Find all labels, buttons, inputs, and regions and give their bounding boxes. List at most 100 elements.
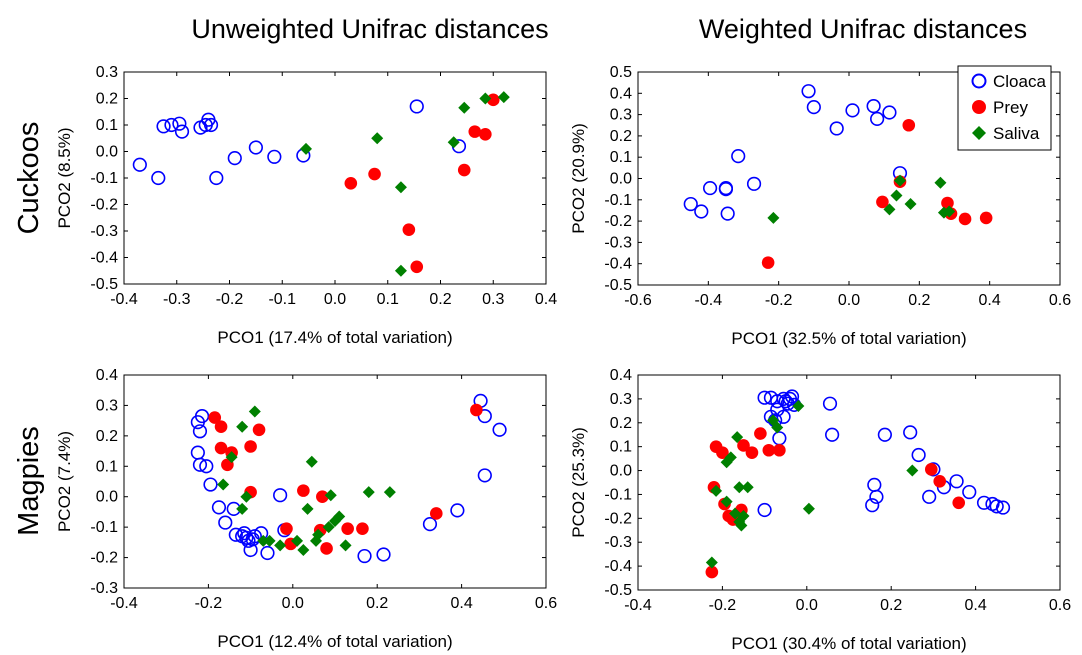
magpies-unweighted-saliva-point bbox=[274, 539, 287, 552]
magpies-weighted-saliva-point bbox=[741, 481, 754, 494]
magpies-unweighted-cloaca-point bbox=[192, 457, 208, 472]
cuckoos-unweighted-cloaca-point bbox=[172, 116, 187, 131]
magpies-weighted-x-tick-label: -0.4 bbox=[624, 597, 652, 614]
magpies-unweighted-x-tick-label: -0.2 bbox=[195, 595, 223, 612]
legend: Cloaca Prey Saliva bbox=[957, 65, 1052, 151]
magpies-unweighted-x-tick-label: 0.4 bbox=[450, 595, 472, 612]
magpies-unweighted-prey-point bbox=[470, 403, 483, 417]
magpies-unweighted-cloaca-point bbox=[199, 459, 214, 474]
magpies-unweighted-y-tick-label: -0.3 bbox=[90, 580, 118, 597]
cuckoos-unweighted-y-axis-label: PCO2 (8.5%) bbox=[55, 127, 74, 228]
legend-label-prey: Prey bbox=[993, 98, 1028, 117]
magpies-unweighted-prey-point bbox=[244, 440, 257, 453]
magpies-unweighted-saliva-point bbox=[240, 490, 253, 503]
magpies-weighted-prey-point bbox=[716, 446, 729, 459]
magpies-unweighted-saliva-point bbox=[225, 451, 238, 464]
cuckoos-weighted-cloaca-point bbox=[882, 105, 897, 120]
cuckoos-weighted-y-tick-label: 0.5 bbox=[610, 64, 632, 81]
magpies-weighted-cloaca-point bbox=[949, 474, 964, 489]
magpies-unweighted-y-tick-label: 0.3 bbox=[96, 397, 118, 414]
magpies-weighted-plot-frame bbox=[637, 374, 1061, 591]
magpies-unweighted-saliva-point bbox=[333, 510, 346, 523]
magpies-weighted-y-tick-label: -0.3 bbox=[604, 534, 632, 551]
cuckoos-weighted-saliva-point bbox=[890, 189, 903, 202]
cuckoos-unweighted-cloaca-point bbox=[209, 170, 224, 186]
cuckoos-weighted-cloaca-point bbox=[718, 180, 734, 196]
magpies-unweighted-prey-point bbox=[252, 423, 266, 437]
magpies-unweighted-saliva-point bbox=[236, 502, 249, 515]
magpies-weighted-x-tick-label: 0.4 bbox=[964, 597, 986, 614]
magpies-unweighted-cloaca-point bbox=[190, 445, 205, 460]
cuckoos-unweighted-cloaca-point bbox=[227, 151, 242, 166]
magpies-weighted-prey-point bbox=[924, 463, 938, 476]
cuckoos-weighted-y-tick-label: 0.4 bbox=[610, 85, 632, 102]
magpies-unweighted-cloaca-point bbox=[218, 515, 233, 530]
magpies-unweighted-prey-point bbox=[429, 507, 443, 520]
cuckoos-unweighted-x-tick-label: -0.4 bbox=[110, 291, 138, 308]
magpies-weighted-prey-point bbox=[745, 446, 759, 459]
magpies-unweighted-cloaca-point bbox=[260, 545, 275, 561]
magpies-weighted-y-tick-label: 0.2 bbox=[610, 415, 632, 432]
cuckoos-weighted-prey-point bbox=[941, 196, 954, 210]
cuckoos-unweighted-saliva-point bbox=[497, 91, 510, 104]
magpies-unweighted-cloaca-point bbox=[192, 424, 208, 439]
cuckoos-unweighted-y-tick-label: -0.4 bbox=[90, 250, 118, 267]
cuckoos-weighted-x-tick-label: 0.6 bbox=[1049, 292, 1071, 309]
cuckoos-unweighted-y-tick-label: -0.2 bbox=[90, 197, 118, 214]
magpies-unweighted-saliva-point bbox=[263, 534, 276, 547]
magpies-unweighted-prey-point bbox=[280, 522, 293, 535]
magpies-unweighted-y-tick-label: 0.0 bbox=[96, 489, 118, 506]
cuckoos-weighted-y-tick-label: -0.2 bbox=[604, 213, 632, 230]
magpies-unweighted-prey-point bbox=[341, 522, 354, 535]
cuckoos-unweighted-prey-point bbox=[402, 223, 416, 236]
magpies-weighted-saliva-point bbox=[724, 451, 737, 464]
magpies-unweighted-saliva-point bbox=[217, 478, 230, 491]
cuckoos-unweighted-y-tick-label: 0.0 bbox=[96, 144, 118, 161]
legend-marker-prey bbox=[972, 100, 986, 114]
cuckoos-weighted-prey-point bbox=[902, 118, 916, 132]
cuckoos-unweighted-x-tick-label: -0.3 bbox=[163, 291, 191, 308]
cuckoos-unweighted-prey-point bbox=[468, 125, 482, 138]
magpies-weighted-saliva-point bbox=[735, 519, 748, 532]
cuckoos-weighted-saliva-point bbox=[943, 205, 956, 218]
magpies-weighted-cloaca-point bbox=[877, 427, 892, 442]
column-title-weighted: Weighted Unifrac distances bbox=[699, 14, 1027, 44]
cuckoos-unweighted-prey-point bbox=[486, 93, 500, 107]
magpies-weighted-cloaca-point bbox=[822, 396, 838, 411]
cuckoos-weighted-y-tick-label: 0.2 bbox=[610, 128, 632, 145]
magpies-unweighted-prey-point bbox=[214, 420, 228, 434]
cuckoos-unweighted-cloaca-point bbox=[151, 170, 166, 186]
magpies-unweighted-saliva-point bbox=[362, 486, 375, 499]
cuckoos-weighted-cloaca-point bbox=[731, 149, 746, 164]
legend-marker-saliva bbox=[972, 126, 986, 140]
cuckoos-weighted-x-axis-label: PCO1 (32.5% of total variation) bbox=[731, 329, 966, 348]
magpies-unweighted-saliva-point bbox=[248, 405, 261, 418]
cuckoos-unweighted-y-tick-label: 0.1 bbox=[96, 117, 118, 134]
magpies-weighted-x-tick-label: 0.6 bbox=[1049, 597, 1071, 614]
magpies-unweighted-saliva-point bbox=[305, 455, 318, 468]
magpies-weighted-cloaca-point bbox=[867, 477, 882, 492]
column-title-unweighted: Unweighted Unifrac distances bbox=[191, 14, 548, 44]
magpies-unweighted-cloaca-point bbox=[243, 542, 258, 558]
magpies-weighted-y-axis-label: PCO2 (25.3%) bbox=[569, 427, 588, 538]
magpies-weighted-x-tick-label: 0.0 bbox=[796, 597, 818, 614]
cuckoos-unweighted-y-tick-label: -0.5 bbox=[90, 276, 118, 293]
cuckoos-unweighted-y-tick-label: 0.2 bbox=[96, 91, 118, 108]
magpies-weighted-prey-point bbox=[737, 439, 750, 452]
magpies-unweighted-saliva-point bbox=[383, 486, 396, 499]
magpies-unweighted-cloaca-point bbox=[477, 468, 492, 483]
magpies-weighted-x-tick-label: -0.2 bbox=[709, 597, 737, 614]
cuckoos-weighted-y-tick-label: 0.1 bbox=[610, 149, 632, 166]
cuckoos-weighted-cloaca-point bbox=[694, 204, 709, 219]
magpies-unweighted-prey-point bbox=[320, 542, 333, 555]
magpies-unweighted-cloaca-point bbox=[247, 529, 262, 544]
cuckoos-unweighted-x-tick-label: 0.0 bbox=[324, 291, 346, 308]
magpies-weighted-saliva-point bbox=[771, 421, 784, 434]
cuckoos-weighted-prey-point bbox=[761, 256, 775, 269]
magpies-unweighted-cloaca-point bbox=[376, 547, 391, 562]
magpies-weighted-cloaca-point bbox=[825, 427, 840, 442]
cuckoos-weighted-saliva-point bbox=[893, 174, 906, 187]
magpies-weighted-y-tick-label: 0.3 bbox=[610, 391, 632, 408]
magpies-unweighted-saliva-point bbox=[339, 539, 352, 552]
cuckoos-weighted-cloaca-point bbox=[702, 180, 718, 196]
